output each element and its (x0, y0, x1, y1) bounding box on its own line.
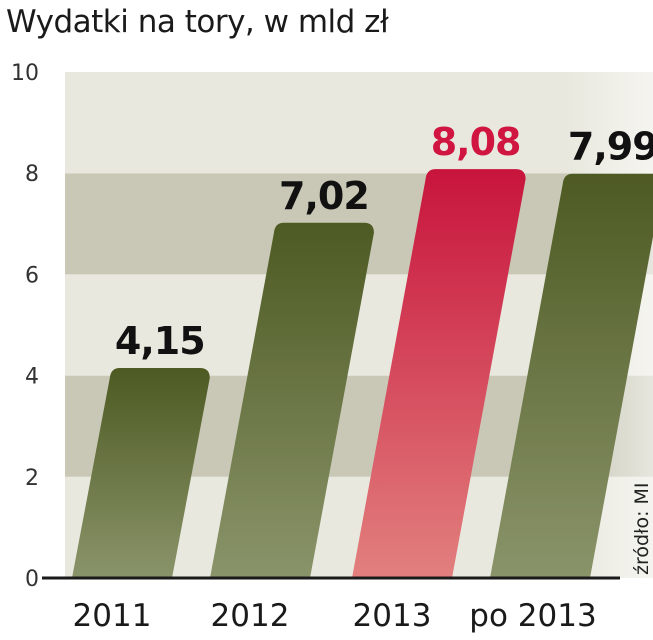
bar-2013 (352, 169, 526, 579)
y-tick-label: 6 (25, 263, 39, 288)
value-label: 7,02 (279, 174, 369, 218)
value-labels: 4,15 7,02 8,08 7,99 (115, 120, 653, 363)
bar-2011 (72, 368, 210, 578)
bar-2012 (210, 222, 374, 578)
x-tick-label: 2013 (353, 598, 432, 634)
x-axis-ticks: 2011 2012 2013 po 2013 (73, 598, 597, 634)
source-note: źródło: MI (631, 482, 653, 575)
value-label: 7,99 (568, 125, 653, 169)
chart-title: Wydatki na tory, w mld zł (6, 4, 389, 40)
y-tick-label: 8 (25, 162, 39, 187)
y-tick-label: 2 (25, 466, 39, 491)
y-tick-label: 0 (25, 567, 39, 592)
y-tick-label: 10 (11, 61, 39, 86)
y-axis-ticks: 0 2 4 6 8 10 (11, 61, 39, 592)
value-label: 4,15 (115, 319, 205, 363)
x-tick-label: 2012 (211, 598, 290, 634)
x-tick-label: po 2013 (469, 598, 596, 634)
y-tick-label: 4 (25, 365, 39, 390)
x-tick-label: 2011 (73, 598, 152, 634)
value-label: 8,08 (431, 120, 521, 164)
bars (72, 169, 653, 579)
bar-po-2013 (490, 173, 653, 578)
